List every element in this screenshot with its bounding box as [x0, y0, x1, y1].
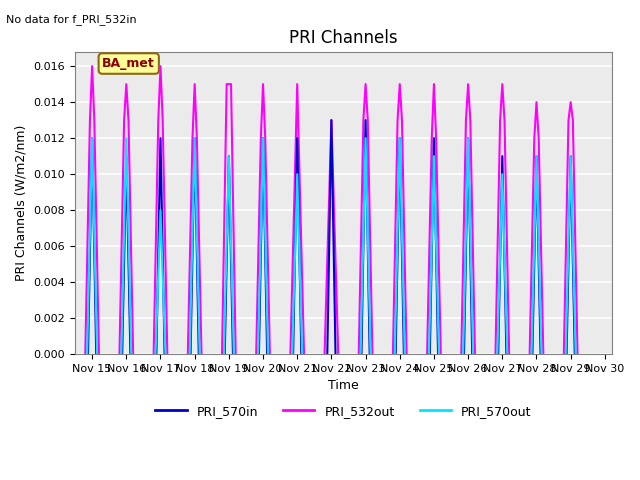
PRI_532out [471, 351, 479, 357]
Text: BA_met: BA_met [102, 57, 155, 70]
X-axis label: Time: Time [328, 379, 359, 392]
PRI_570in [400, 351, 408, 357]
PRI_570out [391, 351, 399, 357]
PRI_570in [259, 135, 267, 141]
Line: PRI_532out: PRI_532out [85, 66, 577, 354]
PRI_532out [334, 351, 342, 357]
PRI_570out [83, 351, 91, 357]
Line: PRI_570in: PRI_570in [88, 120, 575, 354]
Y-axis label: PRI Channels (W/m2/nm): PRI Channels (W/m2/nm) [15, 125, 28, 281]
PRI_570in [255, 351, 263, 357]
Text: No data for f_PRI_532in: No data for f_PRI_532in [6, 14, 137, 25]
PRI_532out [81, 351, 89, 357]
PRI_570out [88, 135, 96, 141]
PRI_532out [88, 63, 96, 69]
PRI_570out [259, 135, 267, 141]
PRI_532out [129, 351, 137, 357]
PRI_570in [84, 351, 92, 357]
Legend: PRI_570in, PRI_532out, PRI_570out: PRI_570in, PRI_532out, PRI_570out [150, 400, 536, 423]
PRI_570out [430, 153, 438, 159]
PRI_532out [95, 351, 103, 357]
PRI_570in [221, 351, 228, 357]
PRI_570in [229, 351, 237, 357]
Title: PRI Channels: PRI Channels [289, 29, 397, 48]
Line: PRI_570out: PRI_570out [87, 138, 575, 354]
